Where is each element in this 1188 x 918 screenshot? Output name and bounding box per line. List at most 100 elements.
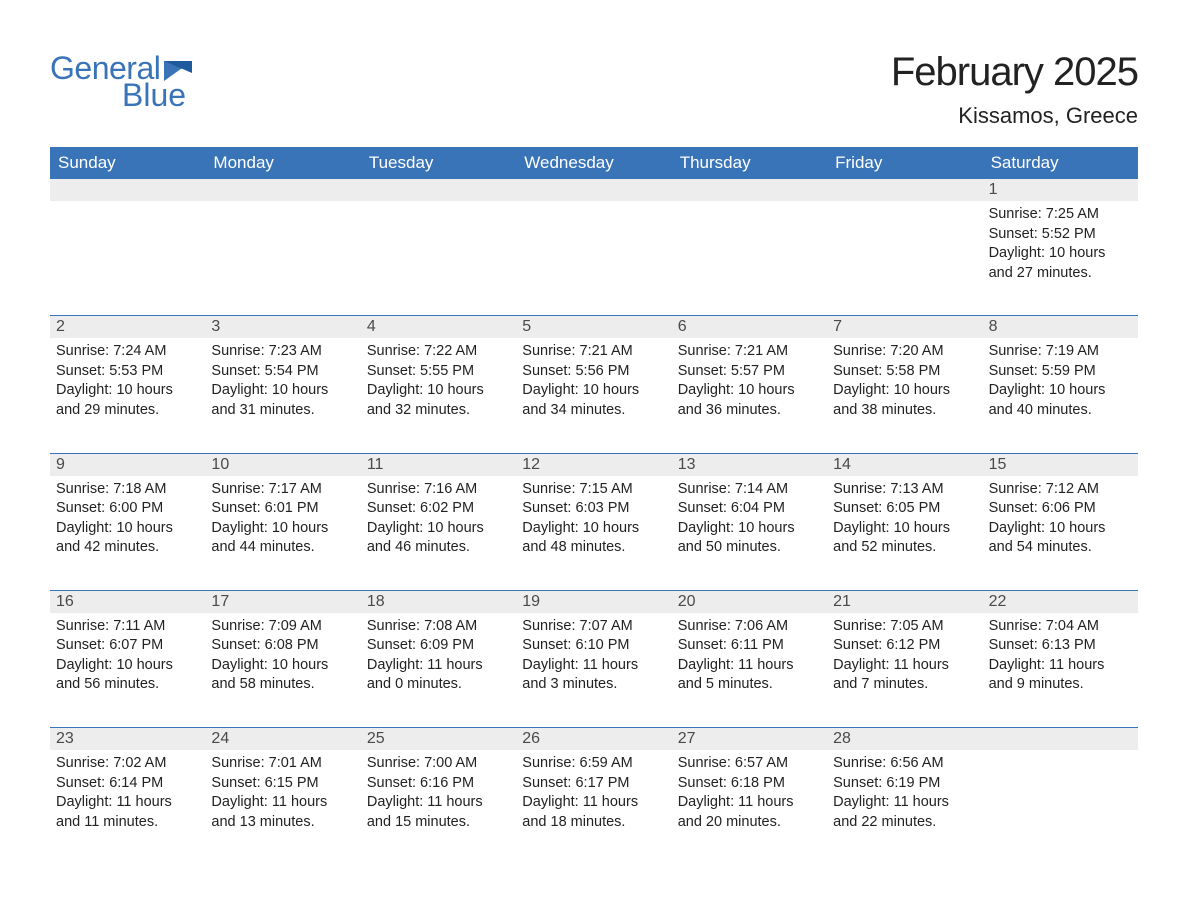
sunset-line: Sunset: 5:52 PM [989, 225, 1132, 245]
daylight-line: Daylight: 11 hours and 22 minutes. [833, 793, 976, 832]
day-number: 6 [672, 316, 827, 338]
week-row: 2345678Sunrise: 7:24 AMSunset: 5:53 PMDa… [50, 315, 1138, 430]
logo: General Blue [50, 50, 192, 114]
daylight-line: Daylight: 10 hours and 34 minutes. [522, 381, 665, 420]
day-number [516, 179, 671, 201]
sunrise-line: Sunrise: 7:06 AM [678, 617, 821, 637]
sunrise-line: Sunrise: 7:04 AM [989, 617, 1132, 637]
header-area: General Blue February 2025 Kissamos, Gre… [50, 50, 1138, 129]
day-number-row: 16171819202122 [50, 591, 1138, 613]
day-cell: Sunrise: 6:56 AMSunset: 6:19 PMDaylight:… [827, 750, 982, 842]
day-cell [672, 201, 827, 293]
day-cell: Sunrise: 7:14 AMSunset: 6:04 PMDaylight:… [672, 476, 827, 568]
day-number: 17 [205, 591, 360, 613]
day-cell [50, 201, 205, 293]
day-cell: Sunrise: 7:25 AMSunset: 5:52 PMDaylight:… [983, 201, 1138, 293]
day-number: 16 [50, 591, 205, 613]
daylight-line: Daylight: 10 hours and 36 minutes. [678, 381, 821, 420]
day-cell: Sunrise: 7:22 AMSunset: 5:55 PMDaylight:… [361, 338, 516, 430]
sunrise-line: Sunrise: 7:11 AM [56, 617, 199, 637]
daylight-line: Daylight: 10 hours and 54 minutes. [989, 519, 1132, 558]
location-label: Kissamos, Greece [891, 103, 1138, 129]
daylight-line: Daylight: 11 hours and 18 minutes. [522, 793, 665, 832]
day-cell: Sunrise: 7:11 AMSunset: 6:07 PMDaylight:… [50, 613, 205, 705]
weekday-header: Wednesday [516, 147, 671, 179]
sunrise-line: Sunrise: 7:05 AM [833, 617, 976, 637]
week-row: 232425262728Sunrise: 7:02 AMSunset: 6:14… [50, 727, 1138, 842]
sunrise-line: Sunrise: 7:17 AM [211, 480, 354, 500]
day-number: 26 [516, 728, 671, 750]
sunrise-line: Sunrise: 7:15 AM [522, 480, 665, 500]
day-cell: Sunrise: 7:21 AMSunset: 5:56 PMDaylight:… [516, 338, 671, 430]
sunrise-line: Sunrise: 7:25 AM [989, 205, 1132, 225]
sunset-line: Sunset: 6:01 PM [211, 499, 354, 519]
day-number-row: 232425262728 [50, 728, 1138, 750]
day-number: 12 [516, 454, 671, 476]
day-number: 25 [361, 728, 516, 750]
daylight-line: Daylight: 11 hours and 7 minutes. [833, 656, 976, 695]
sunrise-line: Sunrise: 7:21 AM [678, 342, 821, 362]
day-cell: Sunrise: 7:17 AMSunset: 6:01 PMDaylight:… [205, 476, 360, 568]
sunset-line: Sunset: 6:11 PM [678, 636, 821, 656]
sunrise-line: Sunrise: 7:23 AM [211, 342, 354, 362]
daylight-line: Daylight: 10 hours and 27 minutes. [989, 244, 1132, 283]
logo-text-blue: Blue [122, 77, 186, 114]
sunrise-line: Sunrise: 7:20 AM [833, 342, 976, 362]
sunset-line: Sunset: 6:08 PM [211, 636, 354, 656]
day-cell: Sunrise: 7:12 AMSunset: 6:06 PMDaylight:… [983, 476, 1138, 568]
sunset-line: Sunset: 6:03 PM [522, 499, 665, 519]
daylight-line: Daylight: 11 hours and 0 minutes. [367, 656, 510, 695]
day-cell: Sunrise: 7:02 AMSunset: 6:14 PMDaylight:… [50, 750, 205, 842]
sunset-line: Sunset: 5:54 PM [211, 362, 354, 382]
daylight-line: Daylight: 10 hours and 38 minutes. [833, 381, 976, 420]
day-number: 3 [205, 316, 360, 338]
weekday-header: Saturday [983, 147, 1138, 179]
sunrise-line: Sunrise: 7:00 AM [367, 754, 510, 774]
sunset-line: Sunset: 5:53 PM [56, 362, 199, 382]
daylight-line: Daylight: 10 hours and 56 minutes. [56, 656, 199, 695]
day-cell: Sunrise: 7:19 AMSunset: 5:59 PMDaylight:… [983, 338, 1138, 430]
sunset-line: Sunset: 6:00 PM [56, 499, 199, 519]
day-number: 27 [672, 728, 827, 750]
sunset-line: Sunset: 5:55 PM [367, 362, 510, 382]
weekday-header: Monday [205, 147, 360, 179]
day-cell: Sunrise: 7:09 AMSunset: 6:08 PMDaylight:… [205, 613, 360, 705]
day-number [983, 728, 1138, 750]
sunset-line: Sunset: 6:14 PM [56, 774, 199, 794]
day-cell: Sunrise: 7:16 AMSunset: 6:02 PMDaylight:… [361, 476, 516, 568]
sunrise-line: Sunrise: 6:59 AM [522, 754, 665, 774]
sunrise-line: Sunrise: 6:56 AM [833, 754, 976, 774]
week-row: 9101112131415Sunrise: 7:18 AMSunset: 6:0… [50, 453, 1138, 568]
day-cell: Sunrise: 7:01 AMSunset: 6:15 PMDaylight:… [205, 750, 360, 842]
day-number: 10 [205, 454, 360, 476]
sunrise-line: Sunrise: 7:07 AM [522, 617, 665, 637]
sunrise-line: Sunrise: 7:22 AM [367, 342, 510, 362]
sunset-line: Sunset: 6:13 PM [989, 636, 1132, 656]
sunrise-line: Sunrise: 7:13 AM [833, 480, 976, 500]
sunset-line: Sunset: 5:57 PM [678, 362, 821, 382]
daylight-line: Daylight: 10 hours and 40 minutes. [989, 381, 1132, 420]
daylight-line: Daylight: 10 hours and 46 minutes. [367, 519, 510, 558]
day-number: 15 [983, 454, 1138, 476]
title-area: February 2025 Kissamos, Greece [891, 50, 1138, 129]
day-number: 7 [827, 316, 982, 338]
daylight-line: Daylight: 10 hours and 50 minutes. [678, 519, 821, 558]
daylight-line: Daylight: 11 hours and 15 minutes. [367, 793, 510, 832]
day-cell: Sunrise: 7:24 AMSunset: 5:53 PMDaylight:… [50, 338, 205, 430]
day-number: 4 [361, 316, 516, 338]
sunset-line: Sunset: 6:16 PM [367, 774, 510, 794]
day-number: 1 [983, 179, 1138, 201]
sunset-line: Sunset: 5:56 PM [522, 362, 665, 382]
sunset-line: Sunset: 5:59 PM [989, 362, 1132, 382]
day-number [672, 179, 827, 201]
day-cell: Sunrise: 7:04 AMSunset: 6:13 PMDaylight:… [983, 613, 1138, 705]
weekday-header: Thursday [672, 147, 827, 179]
weekday-header: Tuesday [361, 147, 516, 179]
sunset-line: Sunset: 6:10 PM [522, 636, 665, 656]
day-number: 14 [827, 454, 982, 476]
sunrise-line: Sunrise: 6:57 AM [678, 754, 821, 774]
day-cell: Sunrise: 7:08 AMSunset: 6:09 PMDaylight:… [361, 613, 516, 705]
day-number: 18 [361, 591, 516, 613]
day-cell [983, 750, 1138, 842]
sunset-line: Sunset: 6:19 PM [833, 774, 976, 794]
